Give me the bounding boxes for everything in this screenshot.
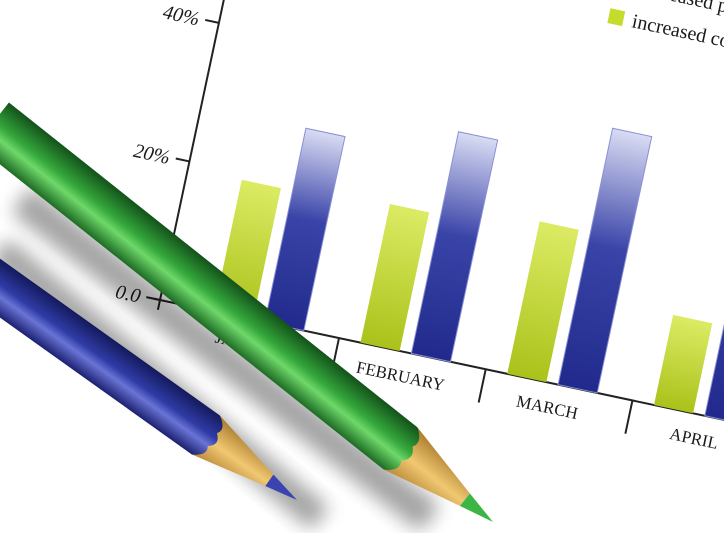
bar-increased-costs	[507, 221, 579, 383]
y-tick-label: 20%	[132, 140, 172, 169]
y-tick-label: 40%	[161, 1, 201, 30]
x-tick-mark	[477, 369, 487, 403]
green-pencil-lead	[459, 493, 493, 522]
bar-increased-costs	[653, 314, 713, 414]
bar-increased-costs	[360, 204, 430, 351]
bar-increased-productivity	[264, 127, 346, 332]
y-tick-mark	[175, 157, 190, 163]
blue-pencil	[0, 213, 297, 500]
blue-pencil-body	[0, 213, 223, 455]
legend-label: increased costs	[630, 10, 724, 57]
category-label: MARCH	[515, 392, 580, 424]
x-tick-mark	[624, 400, 634, 434]
blue-pencil-lead	[265, 474, 297, 500]
bar-increased-productivity	[704, 131, 724, 425]
green-pencil	[0, 102, 493, 522]
bar-increased-productivity	[410, 131, 499, 363]
green-pencil-body	[0, 102, 420, 470]
y-tick-mark	[205, 18, 220, 24]
bar-increased-productivity	[557, 127, 653, 394]
green-pencil-wood	[383, 427, 470, 506]
legend-swatch	[607, 8, 626, 27]
category-label: APRIL	[668, 424, 720, 453]
